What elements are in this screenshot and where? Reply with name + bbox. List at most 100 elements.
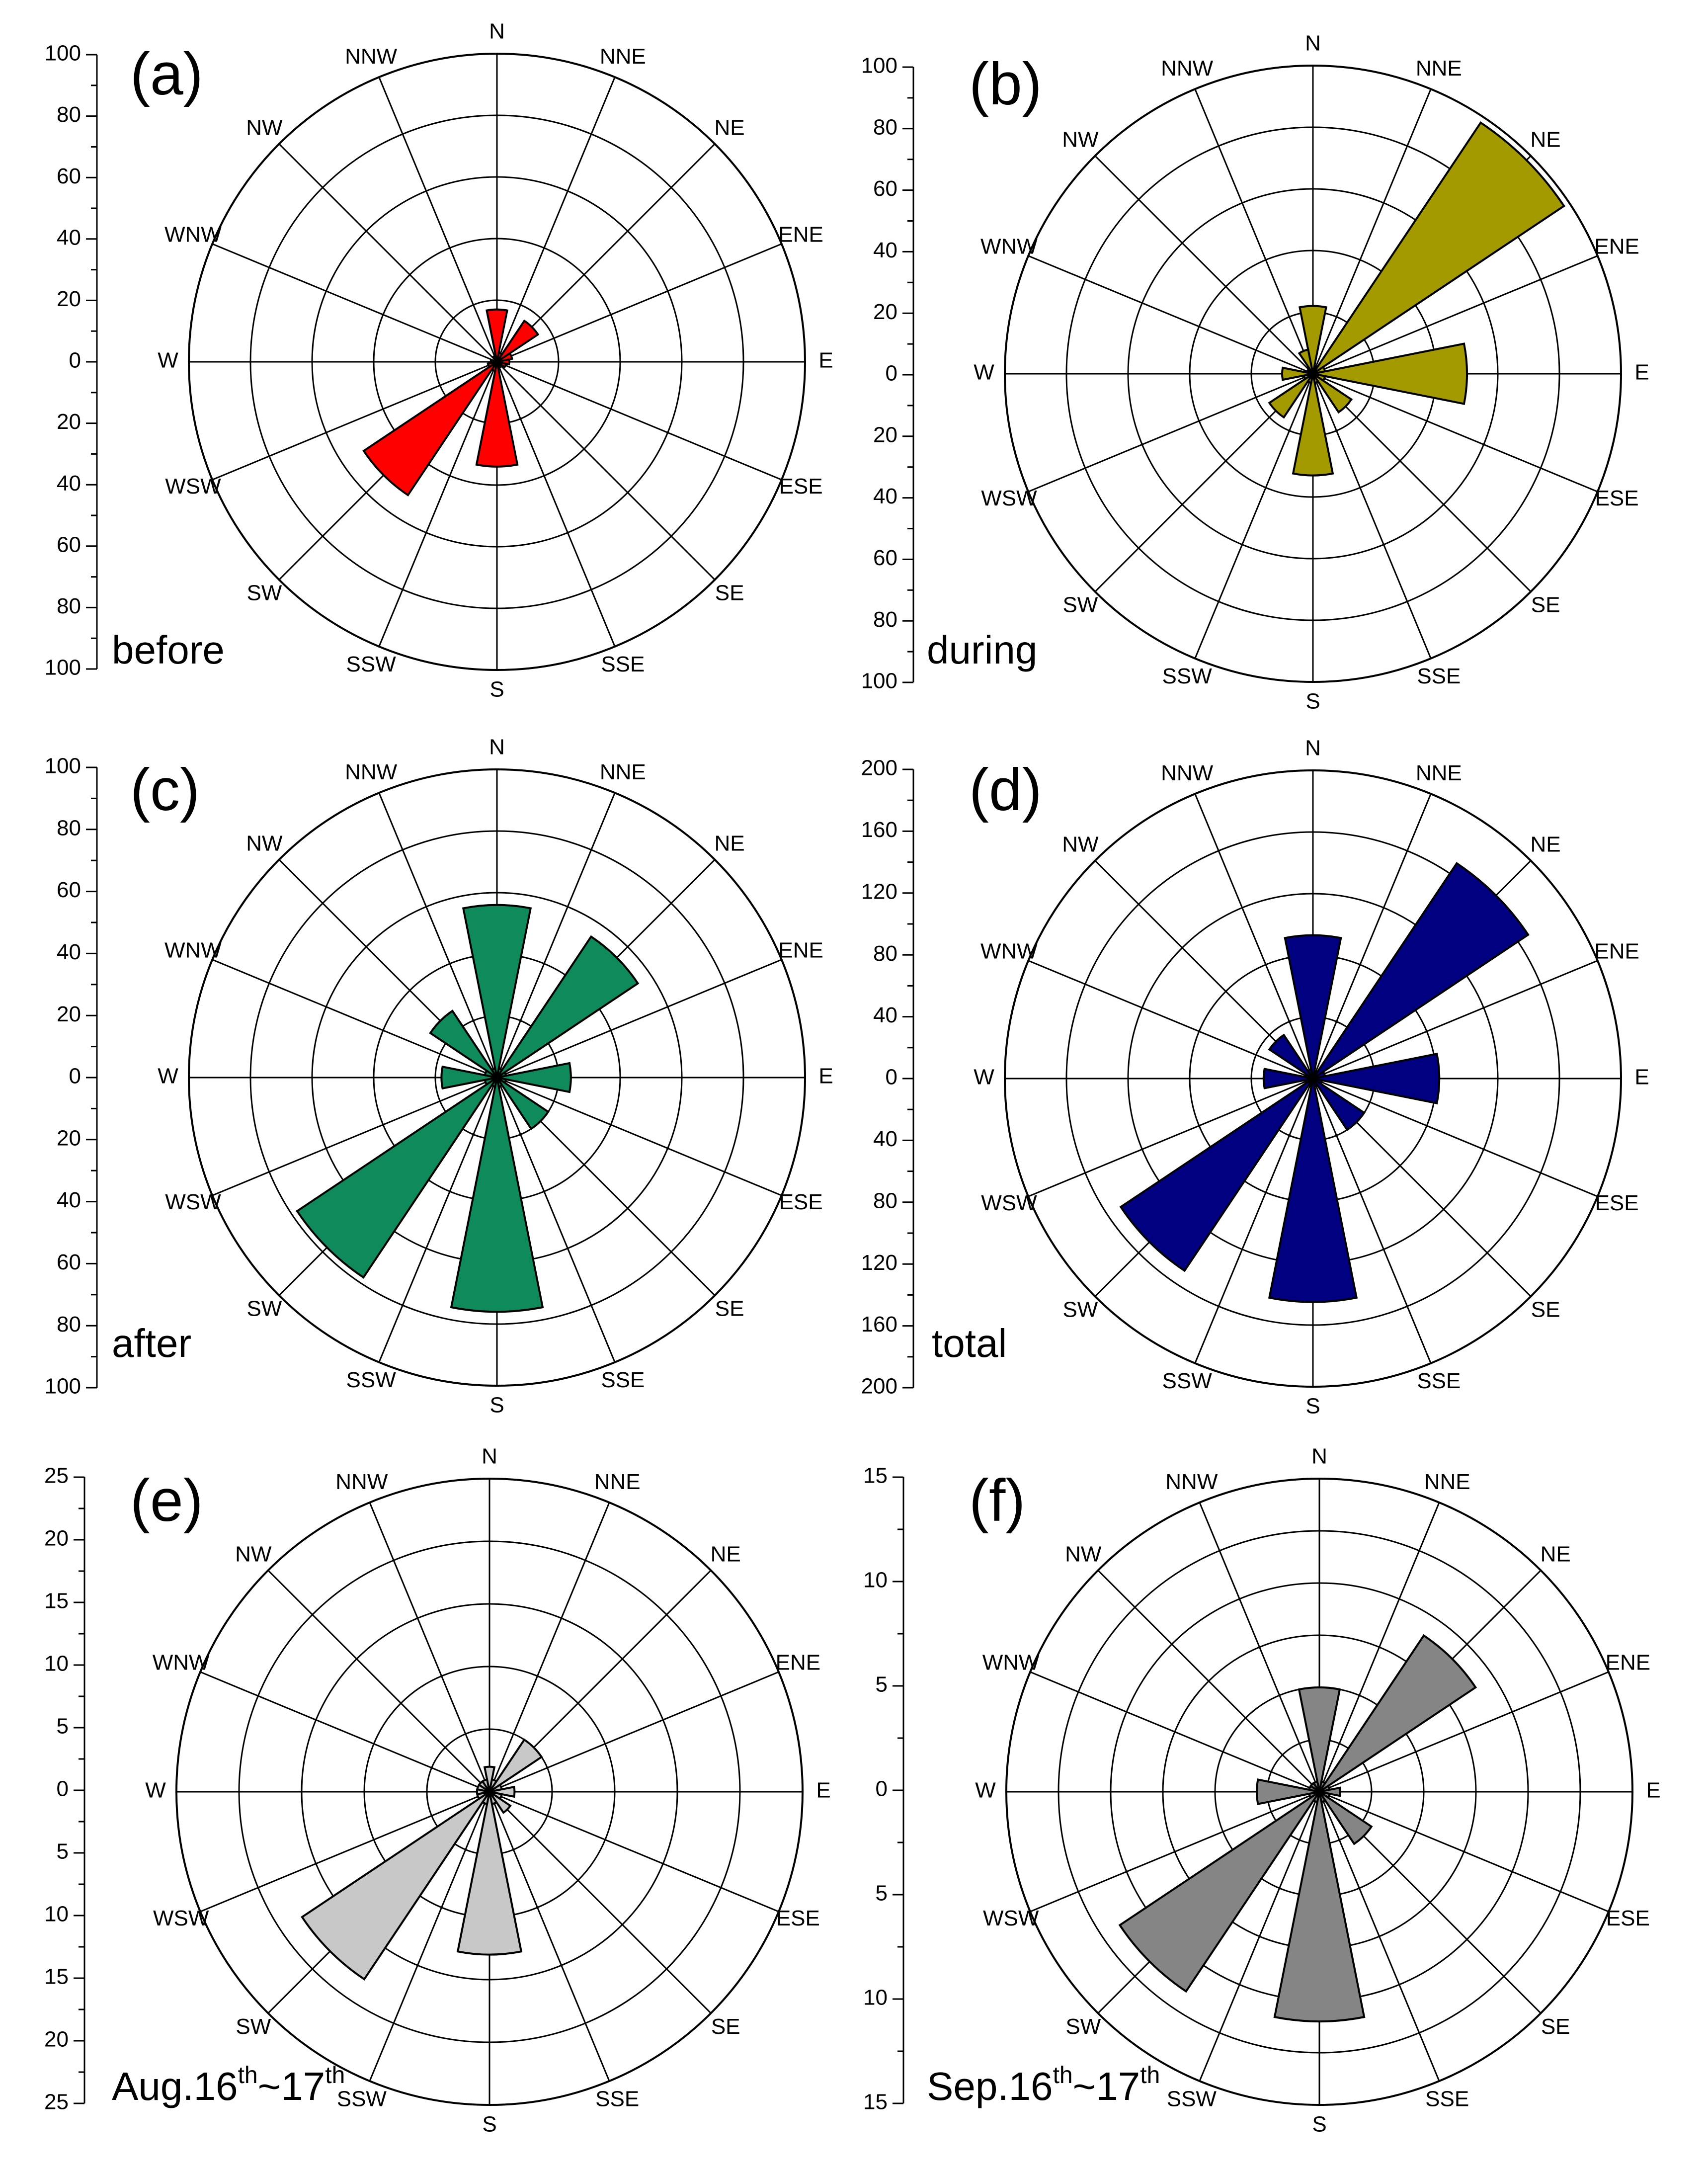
direction-label: SSW [1162, 664, 1213, 688]
grid-spoke [1318, 1502, 1440, 1792]
direction-label: NE [1531, 128, 1561, 152]
direction-label: ESE [779, 474, 823, 499]
grid-spoke [1319, 1791, 1609, 1913]
grid-spoke [212, 243, 497, 363]
wedge-NE [496, 935, 640, 1079]
grid-spoke [1194, 1078, 1314, 1364]
wedge-E [496, 1062, 572, 1093]
direction-label: ENE [776, 1650, 820, 1674]
wedge-SW [1118, 1791, 1320, 1993]
grid-spoke [212, 1077, 497, 1196]
grid-spoke [496, 1077, 782, 1196]
axis-tick-label: 120 [861, 1251, 897, 1275]
axis-tick-label: 60 [57, 1250, 81, 1274]
grid-spoke [212, 361, 497, 481]
axis-tick-label: 100 [861, 669, 897, 693]
grid-spoke [496, 361, 782, 481]
direction-label: NNW [335, 1470, 388, 1494]
panel-b: N NNE NE ENE E ESE SE SSE S SSW SW WSW W WNW NW NNW 100 8… [861, 31, 1649, 714]
grid-spoke [489, 1671, 779, 1793]
direction-label: NNW [345, 760, 398, 784]
direction-label: NNW [1161, 761, 1214, 785]
grid-spoke [378, 361, 498, 647]
wedge-SW [362, 361, 498, 497]
period-label: after [112, 1321, 191, 1365]
axis-tick-label: 20 [57, 1126, 81, 1150]
wedge-E [1312, 342, 1468, 405]
grid-spoke [1028, 373, 1313, 493]
grid-spoke [1312, 1078, 1598, 1197]
direction-label: W [974, 1065, 994, 1089]
axis-tick-label: 80 [873, 607, 897, 632]
wedge-SE [1312, 373, 1353, 414]
axis-tick-label: 15 [44, 1589, 69, 1613]
direction-label: SE [711, 2014, 740, 2039]
wedge-S [1273, 1791, 1366, 2022]
grid-spoke [496, 243, 782, 363]
grid-spoke [200, 1791, 490, 1913]
wedge-NNW [1312, 1780, 1320, 1793]
wedge-SE [496, 1077, 550, 1130]
panel-e: N NNE NE ENE E ESE SE SSE S SSW SW WSW W WNW NW NNW 25 20… [44, 1444, 831, 2137]
wedge-SE [488, 1791, 512, 1814]
wedge-N [1284, 934, 1342, 1079]
direction-label: NNE [1424, 1470, 1470, 1494]
grid-spoke [1028, 255, 1313, 375]
axis-tick-label: 200 [861, 1374, 897, 1399]
grid-spoke [1199, 1791, 1320, 2082]
grid-spoke [267, 1570, 490, 1793]
axis-tick-label: 15 [44, 1965, 69, 1989]
direction-label: NNW [1165, 1470, 1218, 1494]
direction-label: E [1646, 1778, 1660, 1803]
wedge-SE [1312, 1078, 1366, 1131]
grid-spoke [488, 1791, 610, 2082]
grid-spoke [496, 143, 716, 363]
wedge-NE [1312, 121, 1565, 375]
axis-tick-label: 25 [44, 1464, 69, 1488]
direction-label: SE [715, 1297, 744, 1321]
grid-spoke [1319, 1671, 1609, 1793]
wedge-NNW [1306, 1068, 1314, 1080]
direction-label: SSE [601, 1368, 645, 1392]
panel-letter: (e) [130, 1467, 203, 1534]
direction-label: SE [1531, 1298, 1560, 1322]
direction-label: SW [236, 2014, 271, 2039]
panel-d: N NNE NE ENE E ESE SE SSE S SSW SW WSW W WNW NW NNW 200 1… [861, 736, 1649, 1419]
axis-tick-label: 80 [57, 594, 81, 618]
direction-label: N [489, 19, 505, 44]
direction-label: WSW [153, 1906, 209, 1930]
grid-spoke [488, 1791, 712, 2014]
direction-label: NNE [594, 1470, 641, 1494]
grid-spoke [1312, 373, 1432, 659]
axis-tick-label: 40 [873, 1127, 897, 1151]
axis-tick-label: 100 [861, 54, 897, 78]
wedge-SW [301, 1791, 490, 1981]
direction-label: SE [715, 581, 744, 605]
axis-tick-label: 80 [873, 941, 897, 966]
grid-spoke [1318, 1791, 1440, 2082]
direction-label: N [1305, 31, 1321, 56]
direction-label: S [489, 677, 504, 702]
wedge-SE [1318, 1791, 1373, 1845]
wedge-S [1292, 373, 1334, 477]
direction-label: NE [1531, 833, 1561, 857]
grid-spoke [1097, 1570, 1320, 1793]
axis-tick-label: 80 [57, 816, 81, 840]
axis-tick-label: 20 [44, 2027, 69, 2052]
panel-letter: (c) [130, 756, 200, 823]
wedge-NNW [492, 354, 498, 363]
wedge-NNW [1298, 348, 1314, 375]
direction-label: WNW [164, 222, 222, 247]
wedge-E [1319, 1786, 1341, 1797]
grid-spoke [496, 792, 616, 1078]
axis-tick-label: 80 [57, 102, 81, 127]
wedge-S [475, 361, 519, 468]
wedge-SW [296, 1077, 498, 1279]
axis-tick-label: 0 [886, 1065, 897, 1089]
wedge-S [456, 1791, 523, 1956]
axis-tick-label: 0 [57, 1777, 69, 1801]
direction-label: NE [715, 832, 745, 856]
wedge-NW [429, 1009, 498, 1079]
wedge-SW [1268, 373, 1314, 419]
